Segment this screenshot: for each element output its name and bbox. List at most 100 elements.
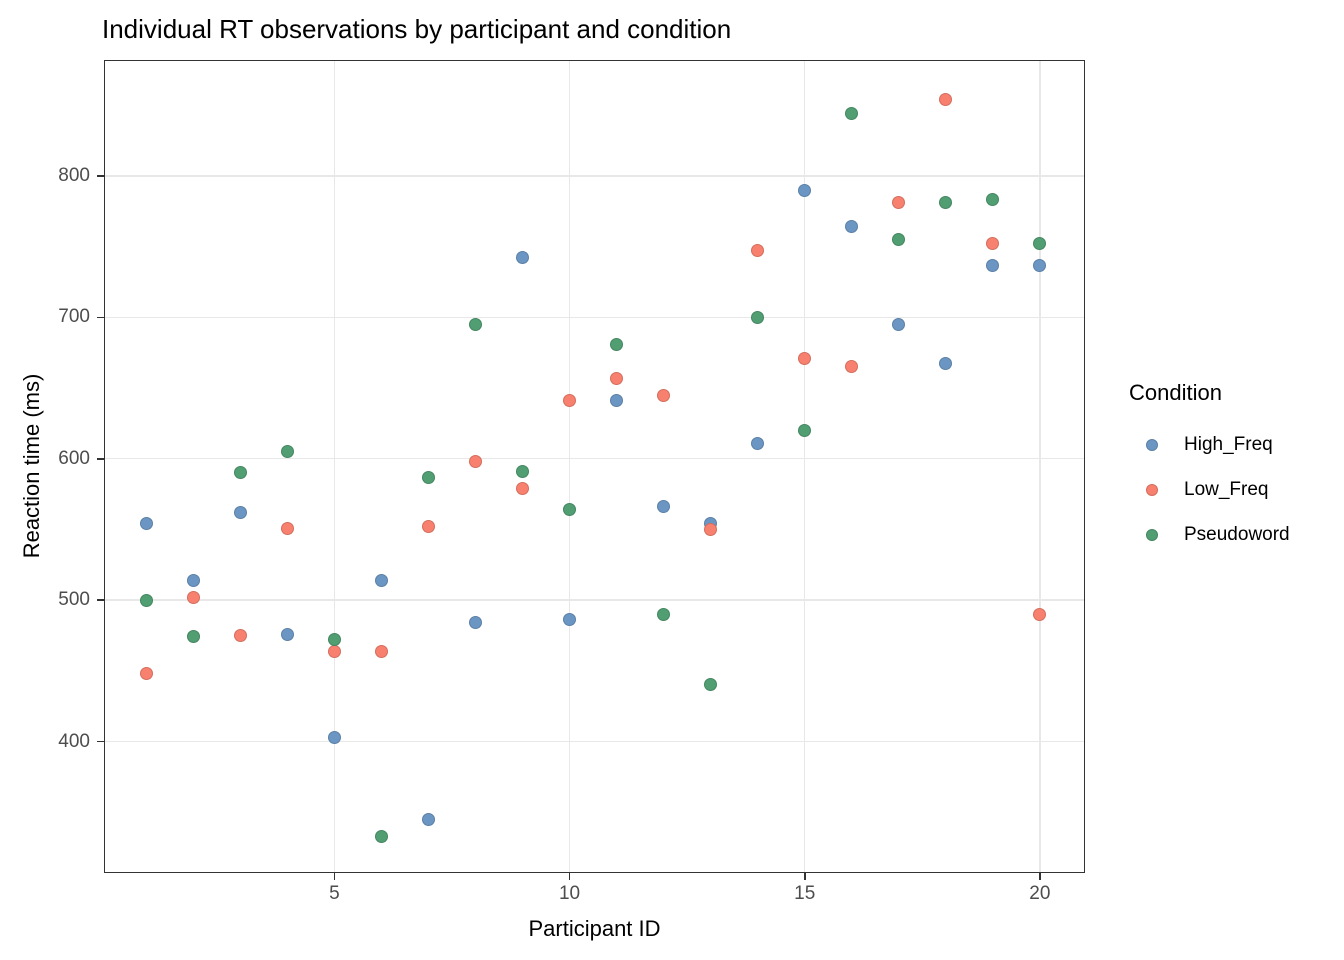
x-tick-mark bbox=[333, 873, 336, 880]
y-tick-mark bbox=[97, 316, 104, 319]
data-point-high_freq-p20 bbox=[1033, 258, 1047, 272]
y-tick-label: 800 bbox=[58, 164, 90, 186]
legend-key-dot bbox=[1146, 528, 1158, 541]
legend-items: High_Freq Low_Freq Pseudoword bbox=[1129, 422, 1290, 557]
x-tick-mark bbox=[803, 873, 806, 880]
data-point-high_freq-p2 bbox=[186, 573, 200, 587]
data-point-pseudoword-p10 bbox=[563, 503, 577, 517]
y-axis-title-text: Reaction time (ms) bbox=[19, 373, 44, 559]
data-point-low_freq-p15 bbox=[798, 351, 812, 365]
data-point-low_freq-p20 bbox=[1033, 607, 1047, 621]
data-point-low_freq-p3 bbox=[233, 628, 247, 642]
y-tick-mark bbox=[97, 599, 104, 601]
data-point-high_freq-p12 bbox=[657, 500, 671, 514]
data-point-low_freq-p17 bbox=[892, 196, 906, 210]
y-gridline bbox=[105, 740, 1084, 743]
data-point-low_freq-p10 bbox=[563, 394, 577, 408]
data-point-pseudoword-p11 bbox=[610, 337, 624, 351]
y-gridline bbox=[105, 316, 1084, 319]
data-point-high_freq-p17 bbox=[892, 317, 906, 331]
data-point-high_freq-p4 bbox=[280, 627, 294, 641]
legend: Condition High_Freq Low_Freq Pseudoword bbox=[1129, 380, 1290, 557]
data-point-high_freq-p5 bbox=[327, 730, 341, 744]
data-point-pseudoword-p4 bbox=[280, 445, 294, 459]
data-point-pseudoword-p20 bbox=[1033, 237, 1047, 251]
data-point-high_freq-p1 bbox=[139, 517, 153, 531]
data-point-high_freq-p11 bbox=[610, 394, 624, 408]
x-gridline bbox=[333, 61, 336, 872]
data-point-pseudoword-p9 bbox=[516, 464, 530, 478]
x-tick-label: 15 bbox=[794, 883, 816, 904]
data-point-low_freq-p5 bbox=[327, 644, 341, 658]
y-tick-label: 600 bbox=[58, 447, 90, 469]
legend-label: Low_Freq bbox=[1184, 478, 1269, 500]
legend-key-dot bbox=[1146, 483, 1158, 496]
data-point-pseudoword-p5 bbox=[327, 633, 341, 647]
y-tick-label: 700 bbox=[58, 306, 90, 328]
y-tick-label: 400 bbox=[58, 730, 90, 752]
data-point-high_freq-p3 bbox=[233, 505, 247, 519]
x-axis-title: Participant ID bbox=[528, 916, 661, 941]
x-gridline bbox=[568, 61, 571, 872]
legend-item-high_freq: High_Freq bbox=[1129, 422, 1290, 467]
data-point-low_freq-p19 bbox=[986, 237, 1000, 251]
y-tick-mark bbox=[97, 175, 104, 177]
legend-label: Pseudoword bbox=[1184, 523, 1290, 545]
x-gridline bbox=[1039, 61, 1041, 872]
data-point-low_freq-p2 bbox=[186, 590, 200, 604]
data-point-high_freq-p9 bbox=[516, 251, 530, 265]
legend-item-low_freq: Low_Freq bbox=[1129, 467, 1290, 512]
data-point-low_freq-p7 bbox=[421, 520, 435, 534]
x-tick-mark bbox=[1039, 873, 1041, 880]
data-point-pseudoword-p13 bbox=[704, 678, 718, 692]
x-tick-label: 10 bbox=[558, 883, 581, 904]
data-point-pseudoword-p16 bbox=[845, 107, 859, 121]
data-point-low_freq-p14 bbox=[751, 244, 765, 258]
data-point-high_freq-p7 bbox=[421, 812, 435, 826]
data-point-low_freq-p1 bbox=[139, 667, 153, 681]
data-point-pseudoword-p3 bbox=[233, 466, 247, 480]
data-point-high_freq-p18 bbox=[939, 357, 953, 371]
legend-key-dot bbox=[1146, 438, 1158, 451]
data-point-low_freq-p13 bbox=[704, 522, 718, 536]
data-point-low_freq-p12 bbox=[657, 388, 671, 402]
legend-title: Condition bbox=[1129, 380, 1222, 405]
data-point-low_freq-p6 bbox=[374, 644, 388, 658]
y-gridline bbox=[105, 458, 1084, 460]
data-point-high_freq-p16 bbox=[845, 220, 859, 234]
data-point-pseudoword-p6 bbox=[374, 829, 388, 843]
data-point-low_freq-p11 bbox=[610, 371, 624, 385]
y-tick-label: 500 bbox=[58, 589, 90, 611]
data-point-pseudoword-p17 bbox=[892, 233, 906, 247]
data-point-low_freq-p4 bbox=[280, 521, 294, 535]
y-gridline bbox=[105, 599, 1084, 601]
data-point-high_freq-p8 bbox=[469, 616, 483, 630]
data-point-low_freq-p9 bbox=[516, 481, 530, 495]
y-tick-mark bbox=[97, 740, 104, 743]
data-point-pseudoword-p8 bbox=[469, 317, 483, 331]
y-gridline bbox=[105, 175, 1084, 177]
data-point-high_freq-p6 bbox=[374, 573, 388, 587]
data-point-pseudoword-p15 bbox=[798, 423, 812, 437]
x-tick-label: 20 bbox=[1029, 883, 1051, 904]
data-point-high_freq-p10 bbox=[563, 613, 577, 627]
data-point-high_freq-p15 bbox=[798, 183, 812, 197]
data-point-low_freq-p18 bbox=[939, 93, 953, 107]
data-point-high_freq-p19 bbox=[986, 258, 1000, 272]
data-point-pseudoword-p18 bbox=[939, 196, 953, 210]
y-tick-mark bbox=[97, 457, 104, 460]
data-point-low_freq-p16 bbox=[845, 360, 859, 374]
data-point-high_freq-p14 bbox=[751, 436, 765, 450]
x-tick-label: 5 bbox=[329, 883, 340, 904]
data-point-pseudoword-p12 bbox=[657, 607, 671, 621]
data-point-pseudoword-p14 bbox=[751, 310, 765, 324]
x-tick-mark bbox=[568, 873, 571, 880]
x-gridline bbox=[804, 61, 806, 872]
legend-item-pseudoword: Pseudoword bbox=[1129, 512, 1290, 557]
plot-panel bbox=[104, 60, 1085, 873]
data-point-low_freq-p8 bbox=[469, 455, 483, 469]
data-point-pseudoword-p1 bbox=[139, 593, 153, 607]
data-point-pseudoword-p7 bbox=[421, 470, 435, 484]
data-point-pseudoword-p19 bbox=[986, 193, 1000, 207]
